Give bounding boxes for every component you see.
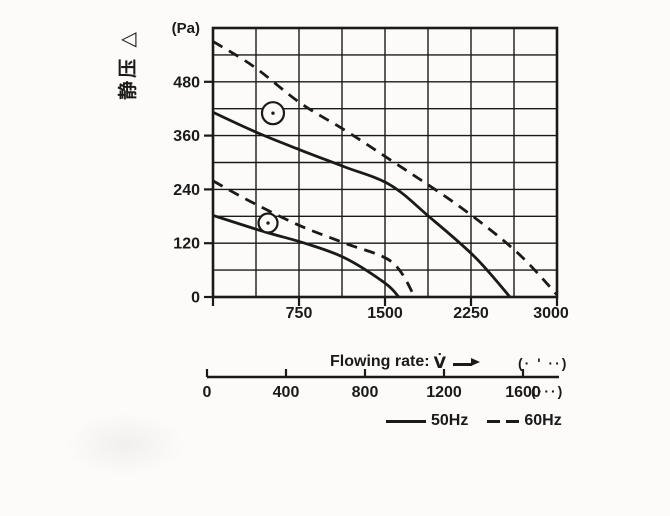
svg-text:360: 360	[173, 128, 200, 145]
svg-text:1200: 1200	[426, 384, 462, 401]
svg-text:0: 0	[191, 290, 200, 307]
dashed-line-sample	[487, 419, 520, 423]
svg-text:2250: 2250	[453, 305, 489, 322]
right-arrow-icon	[446, 353, 480, 371]
flow-rate-symbol: V̇	[433, 352, 446, 372]
legend: 50Hz 60Hz	[386, 412, 562, 430]
solid-line-sample	[386, 419, 426, 423]
svg-text:800: 800	[352, 384, 379, 401]
flow-unit-note-bottom: (···)	[531, 383, 565, 399]
y-axis-unit-label: (Pa)	[171, 20, 200, 37]
svg-text:1500: 1500	[367, 305, 403, 322]
svg-text:0: 0	[203, 384, 212, 401]
legend-item-50hz: 50Hz	[386, 412, 468, 430]
svg-text:3000: 3000	[533, 305, 569, 322]
flow-unit-note-top: (· ' ··)	[518, 355, 569, 371]
svg-text:750: 750	[286, 305, 313, 322]
x-axis-label: Flowing rate: V̇	[330, 352, 480, 372]
svg-text:1600: 1600	[505, 384, 541, 401]
legend-label-60hz: 60Hz	[524, 412, 562, 429]
legend-item-60hz: 60Hz	[487, 412, 562, 430]
legend-label-50hz: 50Hz	[431, 412, 469, 429]
svg-text:120: 120	[173, 236, 200, 253]
svg-text:240: 240	[173, 182, 200, 199]
svg-text:480: 480	[173, 74, 200, 91]
x-axis-label-text: Flowing rate:	[330, 353, 430, 370]
scan-smudge	[65, 412, 185, 477]
svg-text:400: 400	[273, 384, 300, 401]
